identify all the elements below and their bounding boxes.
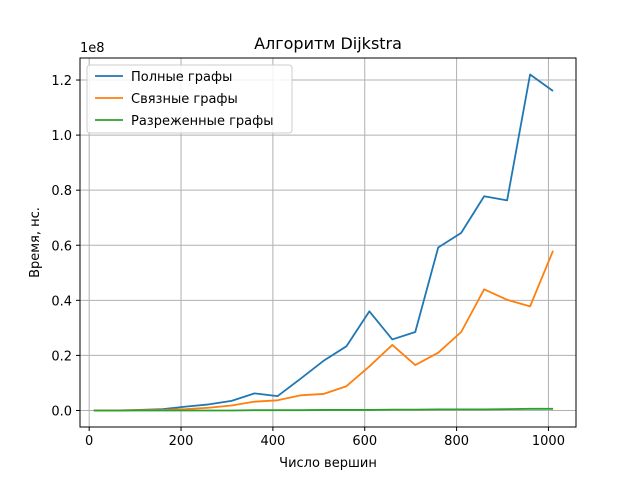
- x-tick-label: 800: [444, 434, 469, 449]
- x-tick-label: 400: [260, 434, 285, 449]
- legend: Полные графы Связные графы Разреженные гра…: [86, 64, 293, 134]
- y-axis-label: Время, нс.: [28, 207, 43, 278]
- y-tick-label: 0.2: [51, 349, 72, 364]
- y-axis-offset-label: 1e8: [80, 41, 105, 56]
- series-line-2: [93, 407, 554, 412]
- x-tick-label: 0: [85, 434, 93, 449]
- x-tick-label: 600: [352, 434, 377, 449]
- axis-ticks: 0 200 400 600 800 1000 0.0 0.2 0.4 0.6 0.8 1.0 1.2: [51, 74, 565, 449]
- x-axis-label: Число вершин: [279, 456, 377, 471]
- y-tick-label: 0.6: [51, 239, 72, 254]
- chart-title: Алгоритм Dijkstra: [254, 34, 402, 53]
- legend-label: Полные графы: [131, 70, 232, 85]
- series-lines: [93, 73, 554, 412]
- y-tick-label: 0.8: [51, 184, 72, 199]
- x-tick-label: 200: [169, 434, 194, 449]
- y-tick-label: 0.0: [51, 404, 72, 419]
- y-tick-label: 0.4: [51, 294, 72, 309]
- y-tick-label: 1.2: [51, 74, 72, 89]
- plot-frame: [79, 57, 577, 428]
- legend-box: [86, 64, 293, 134]
- series-line-0: [93, 73, 554, 412]
- x-tick-label: 1000: [532, 434, 565, 449]
- legend-label: Связные графы: [131, 92, 238, 107]
- legend-label: Разреженные графы: [131, 114, 274, 129]
- y-tick-label: 1.0: [51, 129, 72, 144]
